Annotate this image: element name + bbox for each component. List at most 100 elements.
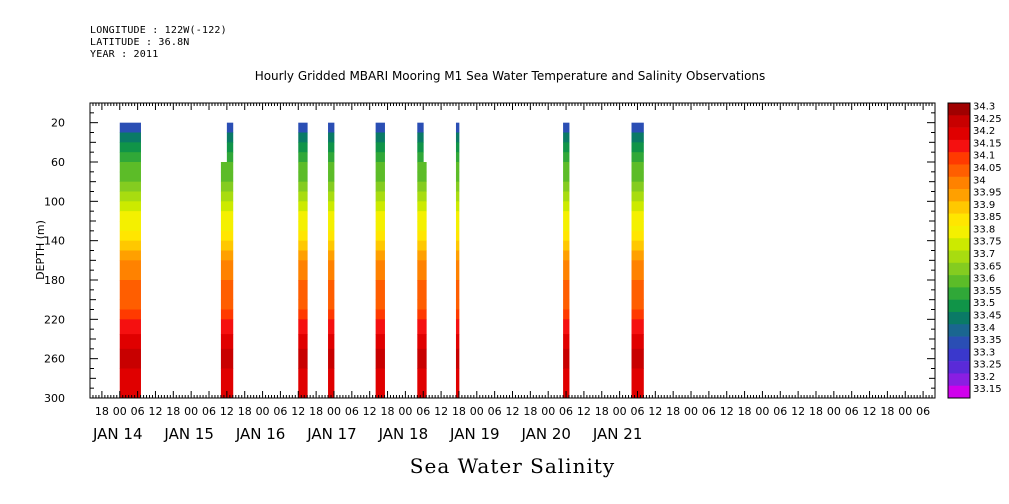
salinity-cell <box>455 319 460 335</box>
salinity-cell <box>119 221 141 232</box>
colorbar-label: 34 <box>973 175 986 186</box>
salinity-cell <box>455 230 460 242</box>
salinity-cell <box>220 162 228 173</box>
salinity-cell <box>226 280 234 301</box>
salinity-cell <box>631 260 644 281</box>
salinity-cell <box>417 142 424 153</box>
x-day-label: JAN 20 <box>520 425 571 443</box>
x-tick-label: 18 <box>95 405 109 418</box>
colorbar-swatch <box>948 361 970 374</box>
x-tick-label: 18 <box>666 405 680 418</box>
salinity-cell <box>220 230 228 242</box>
salinity-cell <box>226 348 234 369</box>
salinity-cell <box>563 319 570 335</box>
salinity-cell <box>455 334 460 350</box>
salinity-cell <box>298 260 308 281</box>
salinity-cell <box>423 211 427 222</box>
colorbar-swatch <box>948 152 970 165</box>
salinity-cell <box>298 132 308 143</box>
salinity-cell <box>298 142 308 153</box>
colorbar-label: 34.25 <box>973 114 1002 125</box>
salinity-cell <box>375 221 385 232</box>
salinity-cell <box>226 171 234 183</box>
salinity-cell <box>631 334 644 350</box>
colorbar-swatch <box>948 311 970 325</box>
salinity-cell <box>563 368 570 399</box>
x-tick-label: 12 <box>220 405 234 418</box>
y-axis-label: DEPTH (m) <box>34 220 47 280</box>
x-tick-label: 18 <box>523 405 537 418</box>
colorbar-frame <box>947 102 971 399</box>
salinity-cell <box>119 334 141 350</box>
salinity-cell <box>226 368 234 399</box>
colorbar-label: 34.15 <box>973 138 1002 149</box>
salinity-cell <box>631 142 644 153</box>
y-tick-label: 20 <box>51 117 65 130</box>
salinity-cell <box>417 240 424 251</box>
salinity-cell <box>631 132 644 143</box>
salinity-cell <box>455 250 460 261</box>
salinity-cell <box>455 348 460 369</box>
salinity-cell <box>631 309 644 320</box>
x-tick-label: 06 <box>916 405 930 418</box>
colorbar-label: 33.25 <box>973 360 1002 371</box>
x-tick-label: 12 <box>791 405 805 418</box>
colorbar-swatch <box>948 164 970 178</box>
salinity-cell <box>375 230 385 242</box>
salinity-cell <box>455 191 460 202</box>
salinity-cells <box>119 122 644 399</box>
salinity-cell <box>417 250 424 261</box>
salinity-cell <box>417 280 424 301</box>
salinity-cell <box>119 260 141 281</box>
salinity-cell <box>220 211 228 222</box>
salinity-cell <box>375 162 385 173</box>
colorbar-label: 33.75 <box>973 237 1002 248</box>
x-tick-label: 06 <box>845 405 859 418</box>
salinity-cell <box>226 162 234 173</box>
colorbar-swatch <box>948 115 970 128</box>
salinity-cell <box>417 221 424 232</box>
salinity-cell <box>328 211 335 222</box>
x-day-label: JAN 19 <box>449 425 500 443</box>
salinity-cell <box>423 368 427 399</box>
salinity-cell <box>417 334 424 350</box>
salinity-cell <box>417 201 424 212</box>
salinity-cell <box>423 260 427 281</box>
salinity-cell <box>119 280 141 301</box>
salinity-cell <box>563 260 570 281</box>
x-tick-label: 00 <box>113 405 127 418</box>
x-tick-label: 00 <box>398 405 412 418</box>
salinity-cell <box>226 142 234 153</box>
salinity-cell <box>328 260 335 281</box>
x-tick-label: 00 <box>327 405 341 418</box>
y-tick-label: 220 <box>44 313 65 326</box>
colorbar-label: 33.65 <box>973 261 1002 272</box>
axis-ticks: 18 00 06 12 18 00 06 12 18 00 06 12 18 00 06 12 18 00 06 12… <box>44 103 936 443</box>
salinity-cell <box>119 299 141 310</box>
x-tick-label: 12 <box>363 405 377 418</box>
salinity-cell <box>455 132 460 143</box>
colorbar: 34.334.2534.234.1534.134.053433.9533.933… <box>947 102 1002 399</box>
salinity-cell <box>328 280 335 301</box>
salinity-cell <box>631 230 644 242</box>
salinity-cell <box>631 171 644 183</box>
x-tick-label: 06 <box>416 405 430 418</box>
salinity-cell <box>423 280 427 301</box>
colorbar-swatch <box>948 139 970 153</box>
salinity-cell <box>375 309 385 320</box>
salinity-cell <box>563 299 570 310</box>
salinity-cell <box>226 211 234 222</box>
colorbar-swatch <box>948 176 970 190</box>
salinity-cell <box>220 309 228 320</box>
salinity-cell <box>220 221 228 232</box>
colorbar-label: 34.1 <box>973 151 995 162</box>
salinity-cell <box>563 211 570 222</box>
salinity-cell <box>631 191 644 202</box>
salinity-cell <box>119 240 141 251</box>
colorbar-swatch <box>948 238 970 251</box>
salinity-cell <box>119 152 141 163</box>
colorbar-label: 34.05 <box>973 163 1002 174</box>
x-tick-label: 12 <box>148 405 162 418</box>
colorbar-label: 33.55 <box>973 286 1002 297</box>
